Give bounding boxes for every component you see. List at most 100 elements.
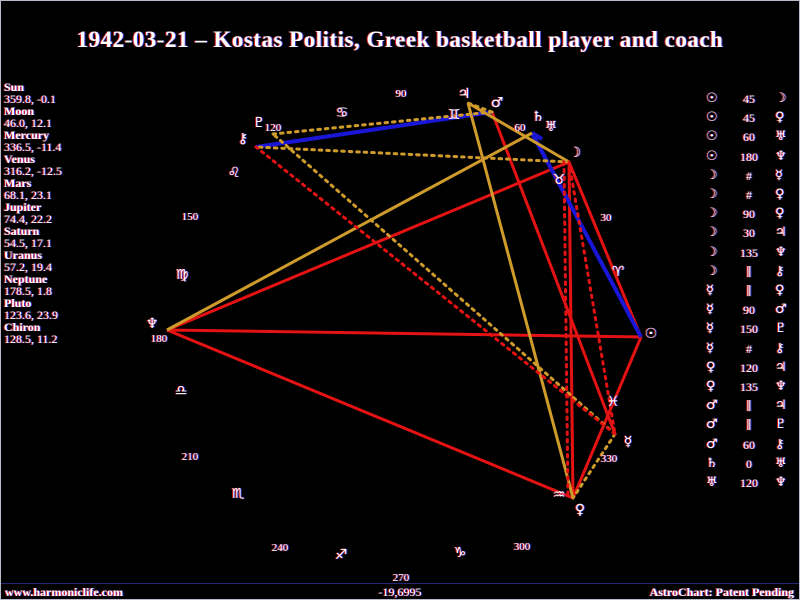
venus-glyph: ♀ xyxy=(706,359,716,375)
aspect-value: 30 xyxy=(743,226,755,241)
uranus-glyph: ♅ xyxy=(775,129,787,145)
ring-label-210: 210 xyxy=(181,451,199,463)
aspect-row: ♅ 120 ♆ xyxy=(703,473,795,492)
gemini-icon: ♊ xyxy=(447,107,461,123)
footer-bar: www.harmoniclife.com -19,6995 AstroChart… xyxy=(1,583,799,599)
planet-name-sun: Sun xyxy=(4,80,25,94)
saturn-glyph: ♄ xyxy=(706,455,718,471)
aspect-value: 120 xyxy=(740,360,758,375)
scorpio-icon: ♏ xyxy=(231,486,245,502)
aspect-line-mars-pluto xyxy=(271,110,494,136)
aspect-line-sun-moon xyxy=(567,161,643,338)
mercury-glyph-chart: ☿ xyxy=(623,434,633,450)
moon-glyph: ☽ xyxy=(706,244,718,260)
planet-name-pluto: Pluto xyxy=(4,296,32,310)
mercury-glyph: ☿ xyxy=(775,167,783,183)
venus-glyph: ♀ xyxy=(706,379,716,394)
ring-label-240: 240 xyxy=(271,542,289,554)
planet-values-pluto: 123.6, 23.9 xyxy=(4,308,58,322)
sun-glyph: ☉ xyxy=(706,110,718,126)
ring-label-30: 30 xyxy=(600,212,612,224)
jupiter-glyph: ♃ xyxy=(775,359,787,375)
planet-values-mars: 68.1, 23.1 xyxy=(4,188,52,202)
aspect-row: ☽ # ♀ xyxy=(703,185,795,204)
cancer-icon: ♋ xyxy=(335,105,349,121)
aspect-line-sun-neptune xyxy=(166,328,642,339)
chart-bottom-value: -19,6995 xyxy=(378,585,422,599)
jupiter-glyph: ♃ xyxy=(775,225,787,241)
venus-glyph: ♀ xyxy=(775,206,785,222)
ring-label-120: 120 xyxy=(264,122,282,134)
moon-glyph: ☽ xyxy=(706,263,718,279)
aspect-value: 150 xyxy=(740,322,758,337)
aspect-row: ♀ 120 ♃ xyxy=(703,358,795,377)
aspect-value: # xyxy=(746,168,752,183)
planet-name-venus: Venus xyxy=(4,152,35,166)
aspect-value: 0 xyxy=(746,456,752,471)
saturn-glyph-chart: ♄ xyxy=(531,109,545,125)
planet-values-venus: 316.2, -12.5 xyxy=(4,164,62,178)
planet-name-chiron: Chiron xyxy=(4,320,41,334)
aspect-value: ∥ xyxy=(746,284,752,298)
aspect-value: 135 xyxy=(740,245,758,260)
ring-label-60: 60 xyxy=(514,122,526,134)
aspect-line-mercury-venus xyxy=(571,432,617,500)
pluto-glyph: ♇ xyxy=(775,417,787,433)
sun-glyph: ☉ xyxy=(706,91,718,106)
aspect-line-venus-neptune xyxy=(166,328,574,500)
planet-name-uranus: Uranus xyxy=(4,248,43,262)
venus-glyph: ♀ xyxy=(775,283,785,298)
moon-glyph: ☽ xyxy=(706,206,718,222)
aspect-line-moon-venus xyxy=(567,161,575,499)
aspect-line-moon-venus xyxy=(562,160,570,500)
aspect-value: 45 xyxy=(743,92,755,106)
aries-icon: ♈ xyxy=(611,264,625,280)
aspect-row: ♂ ∥ ♃ xyxy=(703,396,795,415)
virgo-icon: ♍ xyxy=(175,267,189,283)
aspect-value: ∥ xyxy=(746,418,752,433)
aspect-row: ♀ 135 ♆ xyxy=(703,377,795,396)
mars-glyph: ♂ xyxy=(706,436,718,452)
planet-values-jupiter: 74.4, 22.2 xyxy=(4,212,52,226)
aspect-value: 60 xyxy=(743,130,755,145)
ring-label-90: 90 xyxy=(395,88,407,100)
planet-values-moon: 46.0, 12.1 xyxy=(4,116,52,130)
sun-glyph-chart: ☉ xyxy=(644,326,658,342)
aspect-value: 120 xyxy=(740,476,758,490)
aspect-value: # xyxy=(746,341,752,356)
chiron-glyph: ⚷ xyxy=(775,436,785,452)
aspect-value: # xyxy=(746,188,752,202)
aspect-value: 135 xyxy=(740,380,758,394)
uranus-glyph: ♅ xyxy=(775,455,787,471)
aquarius-icon: ♒ xyxy=(552,487,566,503)
moon-glyph-chart: ☽ xyxy=(568,145,582,161)
sun-glyph: ☉ xyxy=(706,129,718,145)
website-text: www.harmoniclife.com xyxy=(5,585,123,599)
chiron-glyph: ⚷ xyxy=(775,263,785,279)
libra-icon: ♎ xyxy=(174,383,188,399)
aspect-row: ☿ 150 ♇ xyxy=(703,319,795,338)
leo-icon: ♌ xyxy=(227,165,241,181)
ring-label-300: 300 xyxy=(513,541,531,553)
jupiter-glyph: ♃ xyxy=(775,398,787,414)
planet-values-saturn: 54.5, 17.1 xyxy=(4,236,52,250)
aspect-row: ♂ 60 ⚷ xyxy=(703,435,795,454)
aspect-line-mercury-chiron xyxy=(254,145,617,436)
aspect-line-mars-chiron xyxy=(255,110,493,149)
aspect-row: ☽ 90 ♀ xyxy=(703,204,795,223)
aspect-row: ♂ ∥ ♇ xyxy=(703,415,795,434)
aspect-row: ☉ 45 ☽ xyxy=(703,89,795,108)
moon-glyph: ☽ xyxy=(775,91,787,106)
mercury-glyph: ☿ xyxy=(706,321,714,337)
patent-text: AstroChart: Patent Pending xyxy=(649,585,794,599)
sun-glyph: ☉ xyxy=(706,148,718,164)
aspect-value: ∥ xyxy=(746,264,752,279)
mars-glyph: ♂ xyxy=(775,302,787,318)
aspect-row: ☽ 135 ♆ xyxy=(703,243,795,262)
planet-name-jupiter: Jupiter xyxy=(4,200,42,214)
sagittarius-icon: ♐ xyxy=(334,547,348,563)
neptune-glyph: ♆ xyxy=(775,148,787,164)
planet-name-neptune: Neptune xyxy=(4,272,48,286)
